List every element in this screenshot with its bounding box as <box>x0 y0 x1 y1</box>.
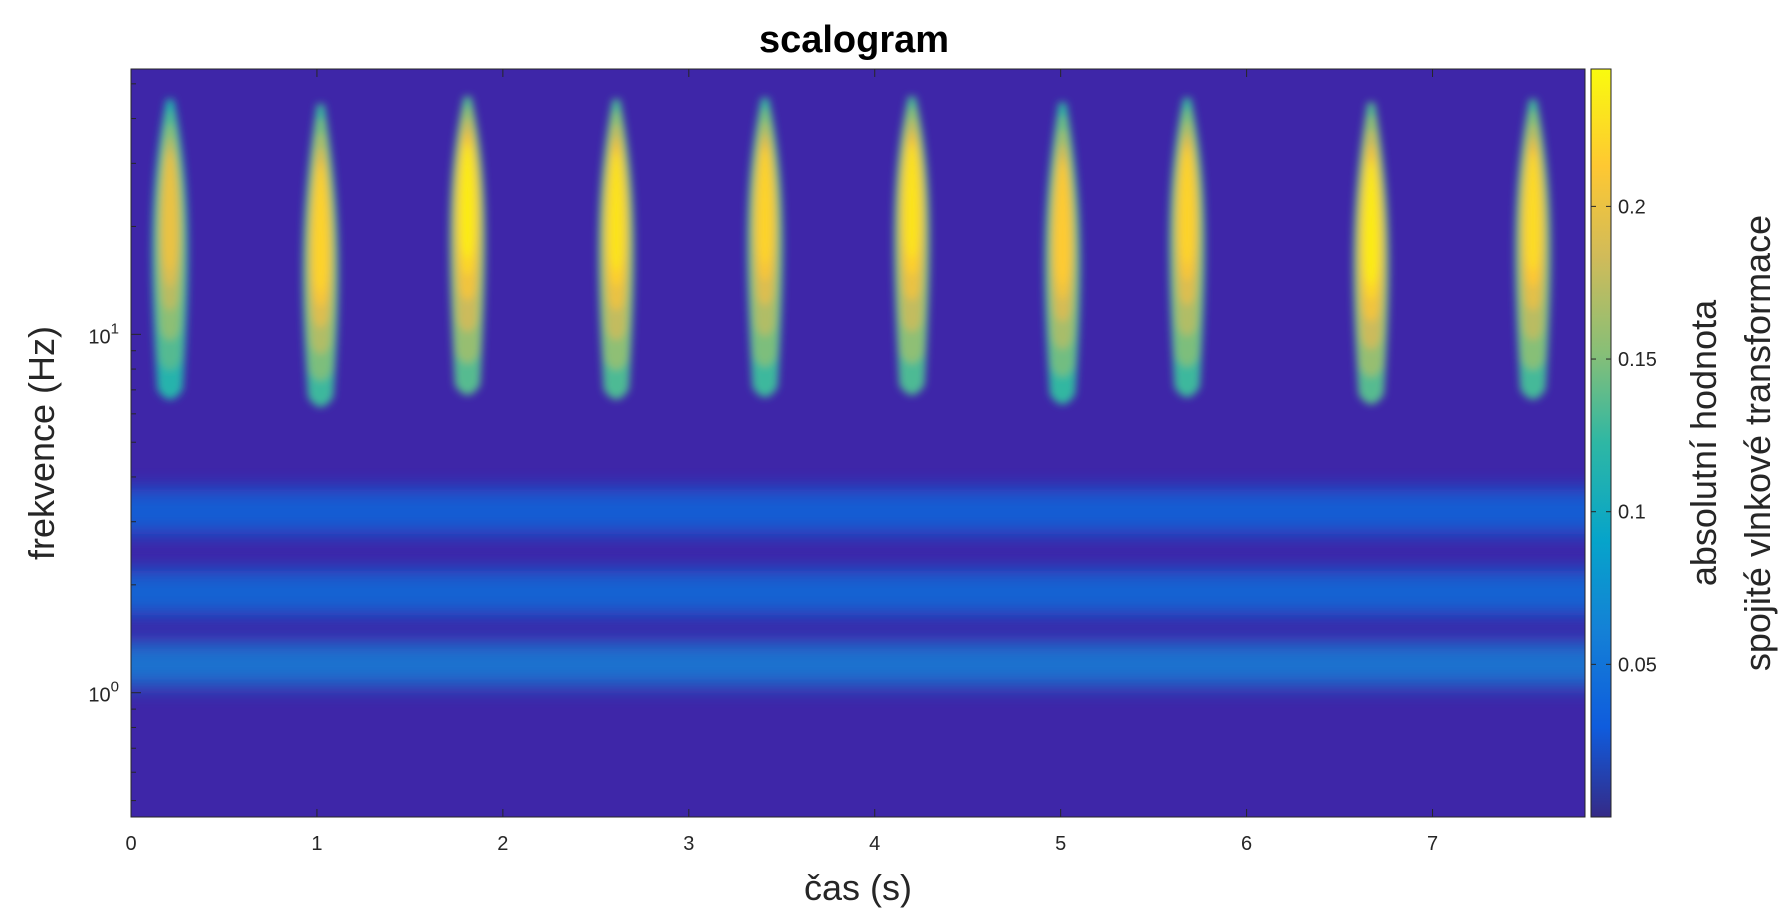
x-axis-ticks: 0 1 2 3 4 5 6 7 <box>125 69 1438 855</box>
chart-title: scalogram <box>759 19 949 61</box>
frequency-bands <box>131 489 1585 687</box>
peak <box>1044 102 1081 405</box>
y-tick-label: 100 <box>88 679 119 707</box>
peak <box>1514 99 1552 400</box>
colorbar-tick-label: 0.1 <box>1618 502 1646 524</box>
x-tick-label: 3 <box>683 833 694 855</box>
colorbar-label-line2: spojité vlnkové transformace <box>1737 215 1778 671</box>
colorbar-ticks: 0.05 0.1 0.15 0.2 <box>1591 196 1657 676</box>
x-tick-label: 6 <box>1241 833 1252 855</box>
frequency-band <box>131 570 1585 615</box>
y-axis-ticks: 100 101 <box>88 83 141 802</box>
transient-peaks <box>151 96 1552 408</box>
x-axis-label: čas (s) <box>804 867 912 908</box>
plot-background <box>131 69 1585 817</box>
frequency-band <box>131 489 1585 534</box>
peak <box>151 99 189 400</box>
y-tick-label: 101 <box>88 320 119 348</box>
peak <box>598 99 635 400</box>
peak <box>1353 102 1390 405</box>
colorbar-tick-label: 0.15 <box>1618 349 1657 371</box>
plot-area <box>131 69 1585 817</box>
peak <box>893 96 931 396</box>
x-tick-label: 0 <box>125 833 136 855</box>
colorbar-tick-label: 0.05 <box>1618 654 1657 676</box>
peak <box>449 96 486 396</box>
x-tick-label: 4 <box>869 833 880 855</box>
colorbar-label-line1: absolutní hodnota <box>1683 299 1724 586</box>
x-tick-label: 5 <box>1055 833 1066 855</box>
plot-frame <box>130 68 1586 818</box>
colorbar-gradient <box>1590 68 1612 818</box>
peak <box>746 97 784 398</box>
x-tick-label: 2 <box>497 833 508 855</box>
x-tick-label: 1 <box>311 833 322 855</box>
x-tick-label: 7 <box>1427 833 1438 855</box>
peak <box>1168 97 1206 398</box>
colorbar: 0.05 0.1 0.15 0.2 absolutní hodnota spojité… <box>1590 68 1778 818</box>
y-axis-label: frekvence (Hz) <box>21 326 62 560</box>
frequency-band <box>131 642 1585 687</box>
peak <box>302 104 339 408</box>
colorbar-tick-label: 0.2 <box>1618 196 1646 218</box>
